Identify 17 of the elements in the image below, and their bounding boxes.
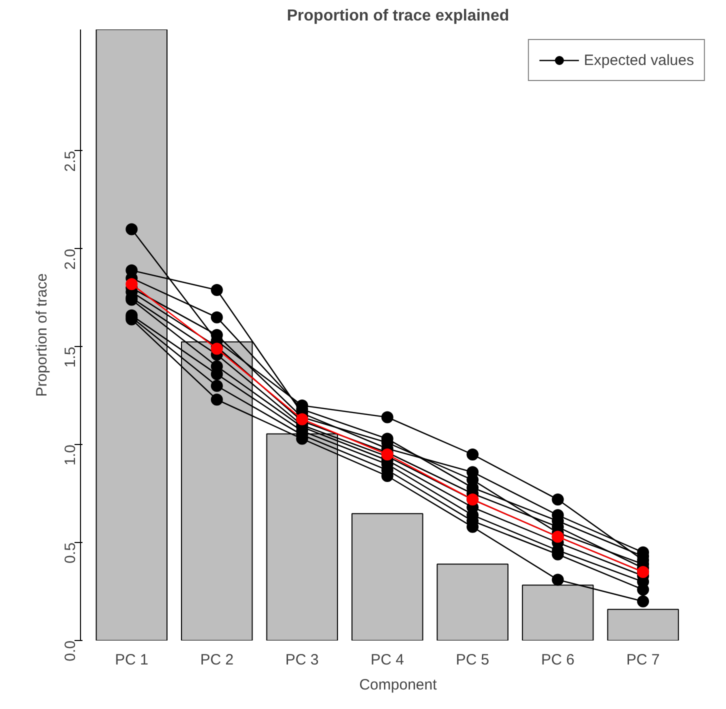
x-axis-title: Component <box>359 676 438 694</box>
y-tick-label: 0.5 <box>62 542 79 564</box>
x-tick-label: PC 6 <box>541 652 574 668</box>
y-axis-title: Proportion of trace <box>34 273 50 397</box>
y-tick-label: 0.0 <box>62 640 79 662</box>
legend-label: Expected values <box>584 52 694 68</box>
chart-title: Proportion of trace explained <box>286 8 510 24</box>
x-tick-label: PC 2 <box>200 652 234 668</box>
y-tick-label: 1.5 <box>62 346 79 368</box>
y-tick-label: 2.5 <box>62 150 79 172</box>
x-tick-label: PC 1 <box>114 652 148 668</box>
x-tick-label: PC 5 <box>456 652 490 668</box>
x-tick-label: PC 4 <box>370 652 404 668</box>
x-tick-label: PC 3 <box>285 652 319 668</box>
y-tick-label: 1.0 <box>62 444 79 466</box>
y-tick-label: 2.0 <box>62 248 79 270</box>
x-tick-label: PC 7 <box>626 652 660 668</box>
